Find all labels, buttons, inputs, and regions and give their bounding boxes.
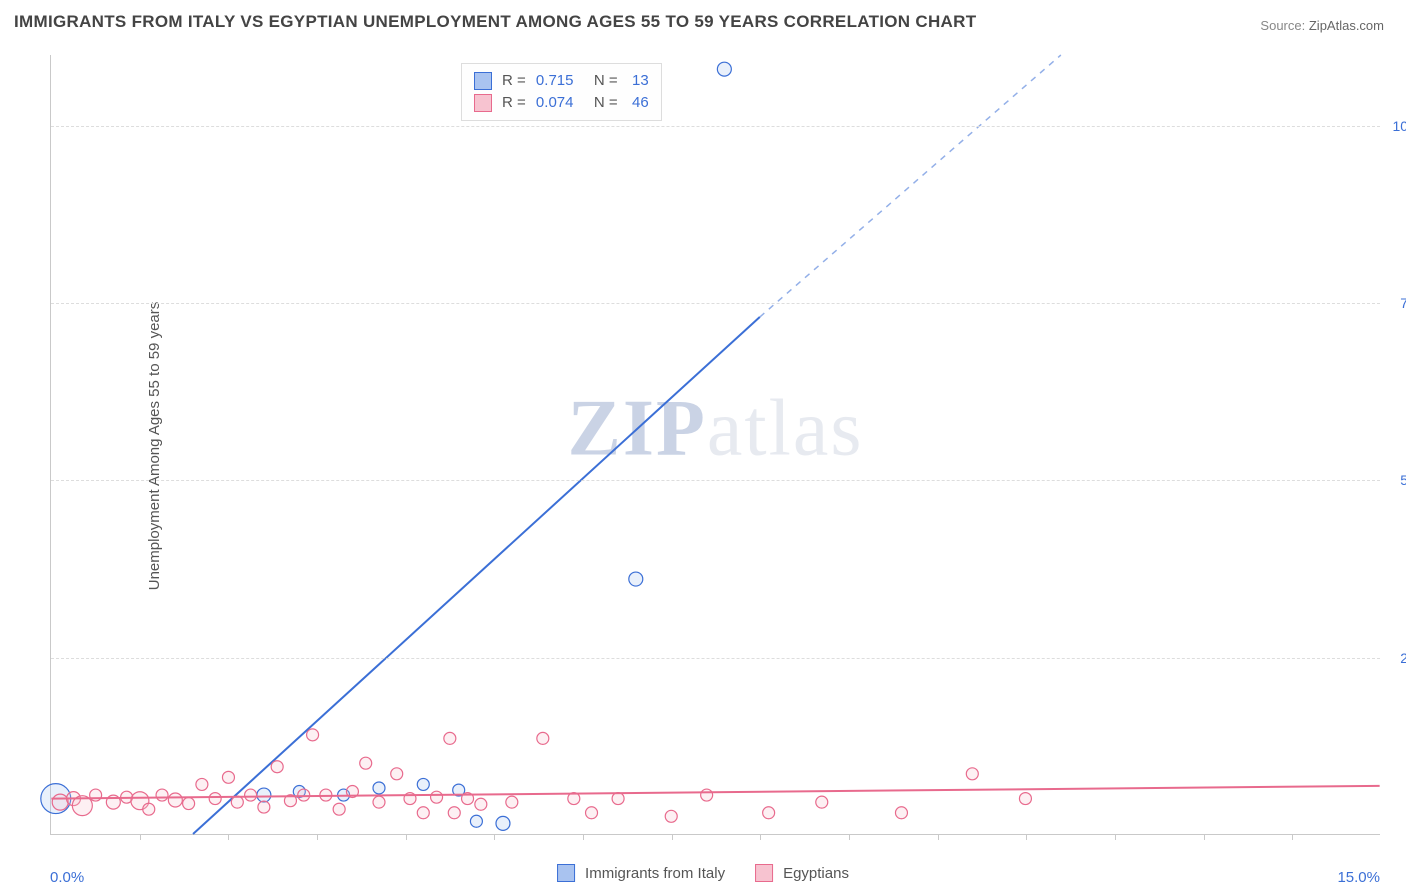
- scatter-point-egypt: [417, 807, 429, 819]
- legend-stats-box: R = 0.715 N = 13R = 0.074 N = 46: [461, 63, 662, 121]
- scatter-point-egypt: [475, 798, 487, 810]
- plot-area: ZIPatlas R = 0.715 N = 13R = 0.074 N = 4…: [50, 55, 1380, 835]
- scatter-point-egypt: [183, 798, 195, 810]
- scatter-point-egypt: [816, 796, 828, 808]
- x-tick: [140, 834, 141, 840]
- scatter-point-italy: [470, 815, 482, 827]
- chart-title: IMMIGRANTS FROM ITALY VS EGYPTIAN UNEMPL…: [14, 12, 976, 32]
- x-tick: [1026, 834, 1027, 840]
- scatter-point-egypt: [391, 768, 403, 780]
- source-attribution: Source: ZipAtlas.com: [1260, 18, 1384, 33]
- chart-svg: [51, 55, 1380, 834]
- scatter-point-egypt: [537, 732, 549, 744]
- scatter-point-egypt: [52, 794, 68, 810]
- x-tick: [583, 834, 584, 840]
- x-tick: [494, 834, 495, 840]
- scatter-point-italy: [629, 572, 643, 586]
- scatter-point-egypt: [586, 807, 598, 819]
- x-tick: [760, 834, 761, 840]
- scatter-point-egypt: [307, 729, 319, 741]
- scatter-point-italy: [373, 782, 385, 794]
- source-name: ZipAtlas.com: [1309, 18, 1384, 33]
- gridline-h: [51, 303, 1380, 304]
- scatter-point-italy: [417, 778, 429, 790]
- scatter-point-egypt: [168, 793, 182, 807]
- x-tick: [1204, 834, 1205, 840]
- scatter-point-egypt: [448, 807, 460, 819]
- stat-R-label: R =: [502, 70, 526, 92]
- scatter-point-egypt: [763, 807, 775, 819]
- scatter-point-egypt: [612, 793, 624, 805]
- regression-line-italy: [193, 317, 760, 834]
- legend-stats-swatch: [474, 72, 492, 90]
- stat-N-value: 46: [624, 92, 649, 114]
- y-tick-label: 100.0%: [1393, 118, 1406, 134]
- stat-N-label: N =: [590, 92, 618, 114]
- stat-N-label: N =: [590, 70, 618, 92]
- y-tick-label: 75.0%: [1400, 295, 1406, 311]
- scatter-point-egypt: [245, 789, 257, 801]
- scatter-point-egypt: [222, 771, 234, 783]
- legend-stats-swatch: [474, 94, 492, 112]
- x-axis-min-label: 0.0%: [50, 869, 84, 886]
- scatter-point-italy: [717, 62, 731, 76]
- x-tick: [228, 834, 229, 840]
- scatter-point-egypt: [156, 789, 168, 801]
- stat-R-value: 0.715: [532, 70, 584, 92]
- scatter-point-egypt: [431, 791, 443, 803]
- scatter-point-egypt: [90, 789, 102, 801]
- x-tick: [672, 834, 673, 840]
- regression-line-dashed-italy: [760, 55, 1061, 317]
- scatter-point-egypt: [506, 796, 518, 808]
- scatter-point-egypt: [231, 796, 243, 808]
- scatter-point-egypt: [333, 803, 345, 815]
- scatter-point-egypt: [298, 789, 310, 801]
- scatter-point-egypt: [196, 778, 208, 790]
- y-tick-label: 50.0%: [1400, 472, 1406, 488]
- legend-label-italy: Immigrants from Italy: [585, 865, 725, 882]
- scatter-point-egypt: [373, 796, 385, 808]
- legend-stats-row-italy: R = 0.715 N = 13: [474, 70, 649, 92]
- x-tick: [1292, 834, 1293, 840]
- scatter-point-egypt: [143, 803, 155, 815]
- x-axis-max-label: 15.0%: [1337, 869, 1380, 886]
- scatter-point-italy: [257, 788, 271, 802]
- legend-swatch-egypt: [755, 864, 773, 882]
- legend-label-egypt: Egyptians: [783, 865, 849, 882]
- scatter-point-egypt: [209, 793, 221, 805]
- gridline-h: [51, 480, 1380, 481]
- stat-R-value: 0.074: [532, 92, 584, 114]
- scatter-point-egypt: [271, 761, 283, 773]
- scatter-point-egypt: [444, 732, 456, 744]
- scatter-point-egypt: [701, 789, 713, 801]
- y-tick-label: 25.0%: [1400, 650, 1406, 666]
- scatter-point-egypt: [665, 810, 677, 822]
- scatter-point-italy: [496, 816, 510, 830]
- x-tick: [317, 834, 318, 840]
- x-tick: [406, 834, 407, 840]
- legend-bottom: Immigrants from Italy Egyptians: [557, 864, 849, 882]
- x-tick: [1115, 834, 1116, 840]
- legend-item-egypt: Egyptians: [755, 864, 849, 882]
- legend-stats-row-egypt: R = 0.074 N = 46: [474, 92, 649, 114]
- source-label: Source:: [1260, 18, 1305, 33]
- scatter-point-egypt: [258, 801, 270, 813]
- scatter-point-egypt: [360, 757, 372, 769]
- scatter-point-egypt: [895, 807, 907, 819]
- legend-item-italy: Immigrants from Italy: [557, 864, 725, 882]
- legend-swatch-italy: [557, 864, 575, 882]
- chart-container: IMMIGRANTS FROM ITALY VS EGYPTIAN UNEMPL…: [0, 0, 1406, 892]
- x-tick: [849, 834, 850, 840]
- scatter-point-egypt: [966, 768, 978, 780]
- gridline-h: [51, 658, 1380, 659]
- scatter-point-egypt: [1019, 793, 1031, 805]
- stat-N-value: 13: [624, 70, 649, 92]
- gridline-h: [51, 126, 1380, 127]
- stat-R-label: R =: [502, 92, 526, 114]
- x-tick: [938, 834, 939, 840]
